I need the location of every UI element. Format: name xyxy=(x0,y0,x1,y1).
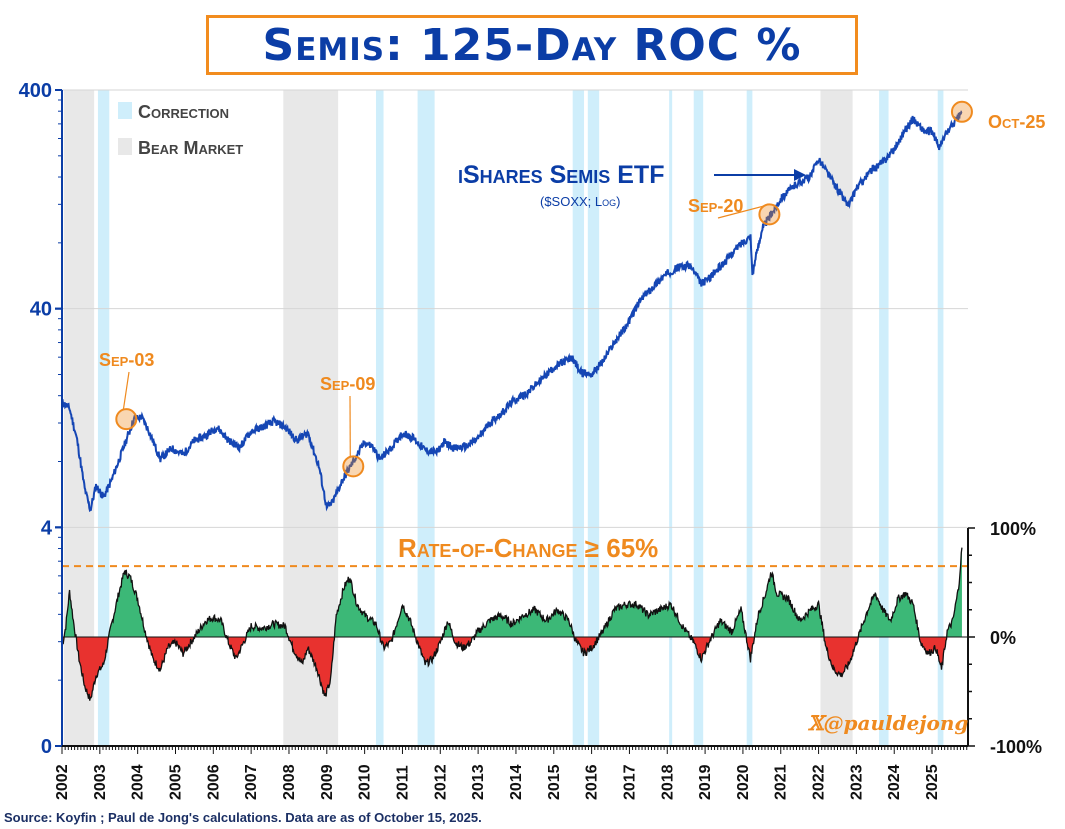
correction-band-0 xyxy=(97,90,110,746)
right-axis-label-2: 100% xyxy=(990,519,1036,539)
x-tick-label-2006: 2006 xyxy=(205,764,222,800)
correction-band-9 xyxy=(937,90,944,746)
x-tick-label-2025: 2025 xyxy=(924,764,941,800)
right-axis-label-0: -100% xyxy=(990,737,1042,757)
legend-label-correction: Correction xyxy=(138,102,229,122)
legend-swatch-bear-market xyxy=(118,138,132,155)
x-tick-label-2007: 2007 xyxy=(243,764,260,800)
x-tick-label-2019: 2019 xyxy=(697,764,714,800)
chart-title: Semis: 125-Day ROC % xyxy=(262,19,802,71)
legend-swatch-correction xyxy=(118,102,132,119)
correction-band-8 xyxy=(879,90,889,746)
x-tick-label-2017: 2017 xyxy=(621,764,638,800)
x-tick-label-2008: 2008 xyxy=(281,764,298,800)
annotation-marker-sep-20 xyxy=(758,203,781,226)
annotation-label-sep-20: Sep-20 xyxy=(688,196,743,216)
annotation-marker-sep-09 xyxy=(342,455,365,478)
price-line xyxy=(61,110,963,513)
correction-band-7 xyxy=(746,90,753,746)
annotation-label-sep-09: Sep-09 xyxy=(320,374,375,394)
x-tick-label-2012: 2012 xyxy=(432,764,449,800)
x-tick-label-2009: 2009 xyxy=(319,764,336,800)
correction-band-2 xyxy=(417,90,435,746)
left-axis-label-4: 4 xyxy=(41,517,53,539)
axes: 0 4 40 400 -100% 0% 100% 2002 2003 2004 2005 2006 20… xyxy=(19,80,1042,800)
right-axis-label-1: 0% xyxy=(990,628,1016,648)
x-tick-label-2020: 2020 xyxy=(735,764,752,800)
grid-lines xyxy=(62,89,968,568)
roc-area xyxy=(61,547,968,701)
title-box: Semis: 125-Day ROC % xyxy=(206,15,858,75)
x-tick-label-2004: 2004 xyxy=(130,764,147,800)
roc-line xyxy=(61,547,963,701)
correction-band-1 xyxy=(375,90,384,746)
series-sublabel: ($SOXX; Log) xyxy=(540,194,620,209)
source-note: Source: Koyfin ; Paul de Jong's calculat… xyxy=(4,810,482,825)
annotation-marker-oct-25 xyxy=(950,100,973,123)
x-tick-label-2024: 2024 xyxy=(886,764,903,800)
roc-positive-area xyxy=(62,547,962,637)
annotation-leader-0 xyxy=(122,371,130,411)
annotation-label-sep-03: Sep-03 xyxy=(99,350,154,370)
left-axis-label-400: 400 xyxy=(19,80,52,102)
roc-negative-area xyxy=(62,637,962,701)
correction-band-5 xyxy=(669,90,673,746)
x-tick-label-2003: 2003 xyxy=(92,764,109,800)
correction-band-3 xyxy=(572,90,585,746)
legend-label-bear-market: Bear Market xyxy=(138,138,243,158)
series-arrow-head xyxy=(794,169,806,181)
left-axis-label-40: 40 xyxy=(30,299,52,321)
x-tick-label-2013: 2013 xyxy=(470,764,487,800)
x-tick-label-2015: 2015 xyxy=(546,764,563,800)
left-axis-label-0: 0 xyxy=(41,736,52,758)
x-tick-label-2021: 2021 xyxy=(773,764,790,800)
annotation-marker-sep-03 xyxy=(115,408,138,431)
watermark-handle: 𝕏@pauldejong xyxy=(807,711,968,735)
x-tick-label-2010: 2010 xyxy=(357,764,374,800)
annotations: iShares Semis ETF ($SOXX; Log) Sep-03 Sep-0… xyxy=(99,100,1045,735)
x-tick-label-2002: 2002 xyxy=(54,764,71,800)
price-series-line xyxy=(61,110,963,513)
x-tick-label-2005: 2005 xyxy=(167,764,184,800)
annotation-label-oct-25: Oct-25 xyxy=(988,112,1045,132)
x-tick-label-2023: 2023 xyxy=(848,764,865,800)
annotation-leader-2 xyxy=(717,204,767,219)
threshold-label: Rate-of-Change ≥ 65% xyxy=(398,533,658,563)
legend: Correction Bear Market xyxy=(118,102,243,158)
x-tick-label-2016: 2016 xyxy=(584,764,601,800)
series-label: iShares Semis ETF xyxy=(458,161,664,189)
x-tick-label-2014: 2014 xyxy=(508,764,525,800)
correction-band-4 xyxy=(587,90,600,746)
x-tick-label-2011: 2011 xyxy=(394,765,411,800)
x-tick-label-2022: 2022 xyxy=(811,764,828,800)
correction-band-6 xyxy=(693,90,704,746)
x-tick-label-2018: 2018 xyxy=(659,764,676,800)
